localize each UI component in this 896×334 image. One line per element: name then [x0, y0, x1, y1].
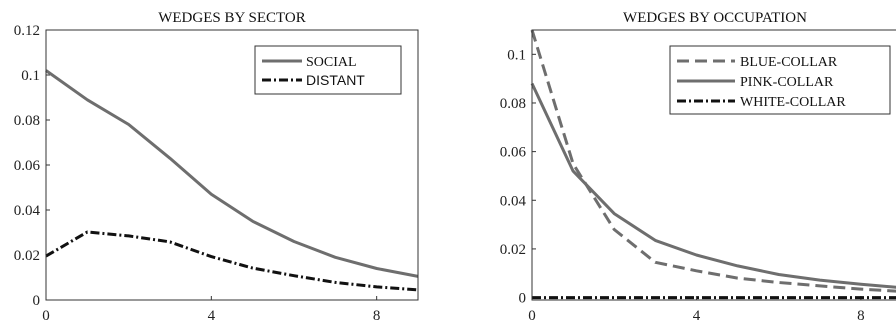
series-line-pink-collar — [530, 82, 896, 289]
x-tick-label: 8 — [857, 308, 865, 324]
y-tick-label: 0.04 — [500, 193, 527, 209]
legend-label-pink-collar: PINK-COLLAR — [740, 75, 834, 90]
y-tick-label: 0.1 — [507, 47, 526, 63]
y-tick-label: 0.02 — [500, 242, 526, 258]
y-tick-label: 0 — [33, 293, 41, 309]
x-tick-label: 8 — [373, 308, 381, 324]
x-tick-label: 0 — [42, 308, 50, 324]
y-tick-label: 0.08 — [500, 96, 526, 112]
legend-label-blue-collar: BLUE-COLLAR — [740, 55, 838, 70]
x-tick-label: 4 — [693, 308, 701, 324]
y-tick-label: 0.08 — [14, 113, 40, 129]
y-tick-label: 0.12 — [14, 23, 40, 39]
axes-frame — [45, 29, 419, 301]
y-tick-label: 0.1 — [21, 68, 40, 84]
legend-label-social: SOCIAL — [306, 55, 357, 70]
legend: SOCIAL DISTANT — [254, 45, 402, 95]
legend-label-white-collar: WHITE-COLLAR — [740, 95, 846, 110]
chart-title: WEDGES BY SECTOR — [158, 10, 306, 26]
series-line-distant — [45, 230, 419, 292]
plot-area — [530, 29, 896, 300]
y-tick-label: 0 — [519, 291, 527, 307]
chart-wedges-by-occupation: WEDGES BY OCCUPATION 0 4 8 0 0.02 0.04 0.06 0.0… — [500, 10, 896, 324]
chart-title: WEDGES BY OCCUPATION — [623, 10, 807, 26]
legend: BLUE-COLLAR PINK-COLLAR WHITE-COLLAR — [669, 45, 891, 115]
y-tick-label: 0.06 — [14, 158, 41, 174]
series-line-blue-collar — [530, 29, 896, 293]
series-line-social — [45, 69, 419, 278]
axes-frame — [531, 29, 896, 301]
chart-wedges-by-sector: WEDGES BY SECTOR 0 4 8 0 0.02 0.04 0.06 0.08 0.1… — [14, 10, 419, 324]
legend-label-distant: DISTANT — [306, 72, 365, 88]
x-tick-label: 4 — [208, 308, 216, 324]
x-tick-label: 0 — [528, 308, 536, 324]
legend-box — [254, 45, 402, 95]
y-tick-label: 0.02 — [14, 248, 40, 264]
y-tick-label: 0.06 — [500, 145, 527, 161]
y-tick-label: 0.04 — [14, 203, 41, 219]
